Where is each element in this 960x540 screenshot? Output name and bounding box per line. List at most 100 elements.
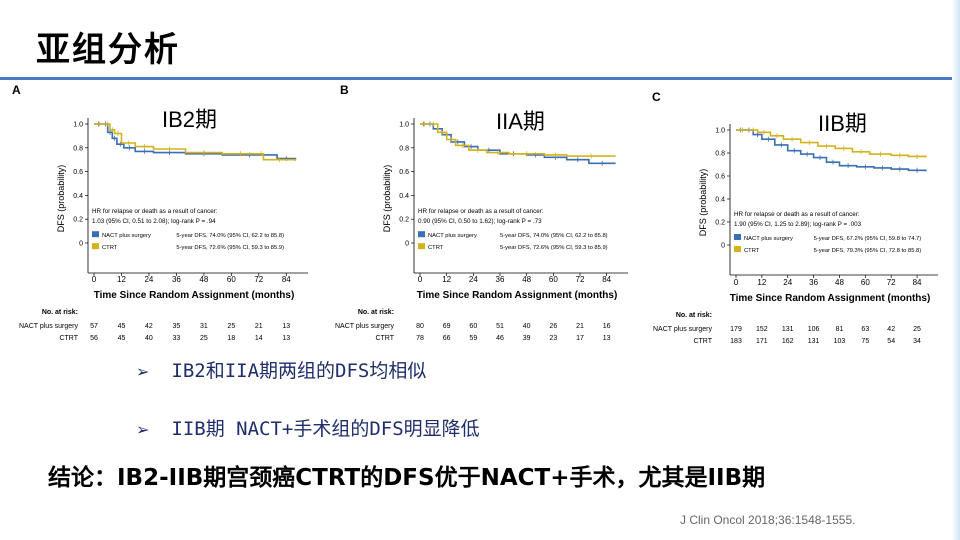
at-risk-value: 171 [756, 338, 768, 345]
km-curve-ctrt [420, 123, 616, 157]
hr-annotation-line2: 1.03 (95% CI, 0.51 to 2.08); log-rank P … [92, 218, 216, 225]
y-axis-label: DFS (probability) [382, 165, 392, 233]
hr-annotation-line2: 0.90 (95% CI, 0.50 to 1.62); log-rank P … [418, 218, 542, 225]
at-risk-value: 45 [118, 323, 126, 330]
x-tick-label: 0 [92, 275, 97, 284]
x-axis-label: Time Since Random Assignment (months) [730, 293, 931, 304]
y-tick-label: 0.6 [715, 174, 725, 181]
y-tick-label: 0.6 [73, 169, 83, 176]
at-risk-value: 17 [576, 335, 584, 342]
x-tick-label: 72 [254, 275, 263, 284]
y-tick-label: 0.2 [399, 217, 409, 224]
legend-swatch [734, 234, 741, 240]
at-risk-value: 35 [173, 323, 181, 330]
x-tick-label: 84 [913, 278, 922, 287]
at-risk-row-label: CTRT [59, 335, 78, 342]
x-tick-label: 0 [418, 275, 423, 284]
y-tick-label: 0.8 [399, 145, 409, 152]
at-risk-value: 18 [227, 335, 235, 342]
at-risk-header: No. at risk: [42, 309, 78, 316]
at-risk-value: 40 [145, 335, 153, 342]
x-tick-label: 12 [757, 278, 766, 287]
stage-label-iia: IIA期 [496, 109, 545, 134]
legend-desc: 5-year DFS, 79.3% (95% CI, 72.8 to 85.8) [814, 248, 922, 254]
panel-c-letter: C [652, 90, 661, 104]
hr-annotation-line1: HR for relapse or death as a result of c… [734, 211, 860, 218]
at-risk-value: 54 [887, 338, 895, 345]
x-tick-label: 48 [522, 275, 531, 284]
y-tick-label: 0.4 [73, 193, 83, 200]
y-tick-label: 0.4 [399, 193, 409, 200]
arrow-bullet-icon: ➢ [136, 420, 150, 439]
arrow-bullet-icon: ➢ [136, 362, 150, 381]
at-risk-value: 25 [227, 323, 235, 330]
km-curve-nact [736, 129, 927, 172]
y-tick-label: 1.0 [715, 128, 725, 135]
slide-edge-decoration [952, 0, 960, 540]
stage-label-ib2: IB2期 [162, 107, 218, 132]
y-tick-label: 0.8 [73, 145, 83, 152]
legend-swatch [92, 243, 99, 250]
y-tick-label: 0 [405, 241, 409, 248]
legend-name: NACT plus surgery [102, 233, 151, 239]
at-risk-value: 21 [576, 323, 584, 330]
x-tick-label: 48 [199, 275, 208, 284]
legend-name: NACT plus surgery [744, 236, 793, 242]
x-tick-label: 24 [144, 275, 153, 284]
bullet-2-text: IIB期 NACT+手术组的DFS明显降低 [171, 418, 480, 440]
at-risk-header: No. at risk: [676, 312, 712, 319]
at-risk-value: 13 [282, 323, 290, 330]
at-risk-value: 25 [200, 335, 208, 342]
legend-swatch [418, 243, 425, 250]
bullet-1: ➢ IB2和IIA期两组的DFS均相似 [136, 356, 426, 383]
at-risk-value: 21 [255, 323, 263, 330]
x-tick-label: 36 [809, 278, 818, 287]
x-axis-label: Time Since Random Assignment (months) [417, 290, 618, 301]
at-risk-value: 34 [913, 338, 921, 345]
at-risk-value: 51 [496, 323, 504, 330]
at-risk-value: 42 [145, 323, 153, 330]
x-tick-label: 60 [549, 275, 558, 284]
at-risk-value: 40 [523, 323, 531, 330]
legend-desc: 5-year DFS, 74.0% (95% CI, 62.2 to 85.8) [500, 233, 608, 239]
at-risk-row-label: NACT plus surgery [335, 323, 395, 330]
legend-desc: 5-year DFS, 67.2% (95% CI, 59.8 to 74.7) [814, 236, 922, 242]
at-risk-value: 14 [255, 335, 263, 342]
at-risk-value: 183 [730, 338, 742, 345]
at-risk-value: 78 [416, 335, 424, 342]
at-risk-row-label: CTRT [375, 335, 394, 342]
at-risk-value: 60 [469, 323, 477, 330]
at-risk-value: 69 [443, 323, 451, 330]
bullet-2: ➢ IIB期 NACT+手术组的DFS明显降低 [136, 414, 480, 441]
at-risk-value: 13 [282, 335, 290, 342]
conclusion-text: 结论：IB2-IIB期宫颈癌CTRT的DFS优于NACT+手术，尤其是IIB期 [48, 465, 766, 491]
bullet-1-text: IB2和IIA期两组的DFS均相似 [171, 360, 427, 382]
legend-desc: 5-year DFS, 72.6% (95% CI, 59.3 to 85.9) [500, 245, 608, 251]
at-risk-value: 81 [836, 326, 844, 333]
x-tick-label: 24 [469, 275, 478, 284]
x-tick-label: 0 [734, 278, 739, 287]
y-tick-label: 1.0 [73, 122, 83, 129]
y-axis-label: DFS (probability) [56, 165, 66, 233]
x-tick-label: 36 [496, 275, 505, 284]
legend-swatch [92, 231, 99, 238]
at-risk-value: 13 [603, 335, 611, 342]
at-risk-value: 66 [443, 335, 451, 342]
at-risk-row-label: CTRT [693, 338, 712, 345]
at-risk-value: 57 [90, 323, 98, 330]
legend-name: CTRT [744, 248, 760, 254]
at-risk-value: 63 [861, 326, 869, 333]
legend-desc: 5-year DFS, 74.0% (95% CI, 62.2 to 85.8) [176, 233, 284, 239]
x-tick-label: 48 [835, 278, 844, 287]
title-divider [0, 77, 952, 80]
x-tick-label: 24 [783, 278, 792, 287]
at-risk-value: 33 [173, 335, 181, 342]
legend-name: CTRT [428, 245, 444, 251]
at-risk-value: 59 [469, 335, 477, 342]
at-risk-value: 80 [416, 323, 424, 330]
y-tick-label: 1.0 [399, 122, 409, 129]
x-tick-label: 12 [117, 275, 126, 284]
hr-annotation-line1: HR for relapse or death as a result of c… [92, 208, 218, 215]
